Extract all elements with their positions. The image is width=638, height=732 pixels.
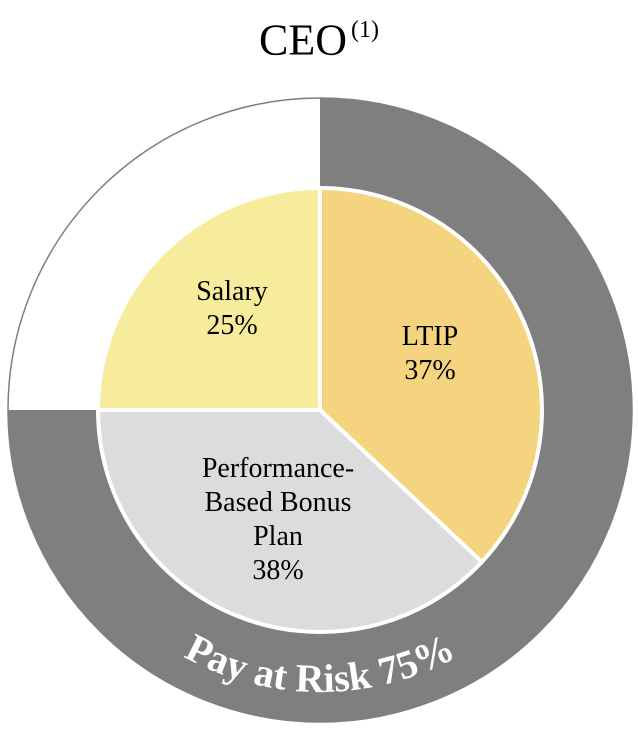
- pie-slice-label-0: LTIP 37%: [402, 321, 459, 386]
- pie-slice-label-2: Salary 25%: [196, 276, 268, 341]
- title-footnote: (1): [351, 17, 379, 43]
- outer-ring-border: [7, 97, 633, 723]
- pie-slice-0: [318, 185, 544, 565]
- chart-title: CEO (1): [0, 2, 638, 71]
- pie-slice-2: [95, 185, 322, 412]
- pie-slice-1: [95, 408, 485, 634]
- pie-slice-label-1: Performance-Based Bonus Plan 38%: [202, 453, 354, 586]
- chart-title-text: CEO: [259, 15, 347, 65]
